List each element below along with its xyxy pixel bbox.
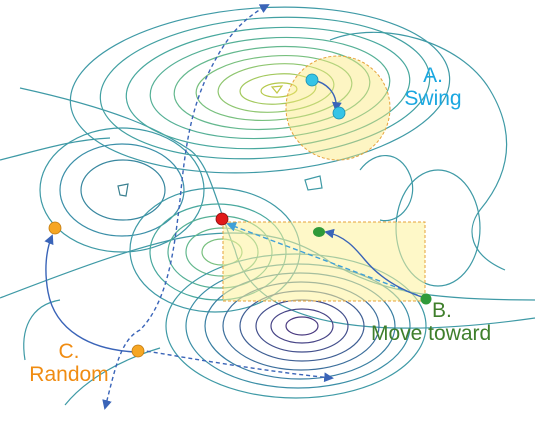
move-toward-label-letter: B.: [432, 299, 452, 322]
move-toward-solid-path: [324, 228, 426, 299]
random-label-word: Random: [29, 363, 109, 386]
swing-label-word: Swing: [404, 87, 462, 110]
target-point: [215, 212, 229, 226]
random-label-letter: C.: [58, 340, 80, 363]
top-peak-contours: [69, 6, 451, 174]
random-point-left: [48, 221, 62, 235]
random-point-start: [131, 344, 145, 358]
random-jump-path: [44, 234, 137, 353]
left-peak-contours: [39, 127, 205, 253]
swing-point-end: [332, 106, 346, 120]
move-toward-dashed-path: [226, 222, 426, 299]
random-horizontal-path: [139, 349, 334, 383]
swing-point-start: [305, 73, 319, 87]
move-point-upper: [313, 227, 325, 237]
random-vertical-path: [102, 4, 270, 410]
swing-label: A. Swing: [398, 64, 468, 110]
move-point-start: [420, 293, 432, 305]
move-toward-label-word: Move toward: [371, 322, 492, 345]
random-label: C. Random: [20, 340, 118, 386]
swing-label-letter: A.: [423, 64, 443, 87]
move-toward-label: B. Move toward: [371, 299, 491, 345]
